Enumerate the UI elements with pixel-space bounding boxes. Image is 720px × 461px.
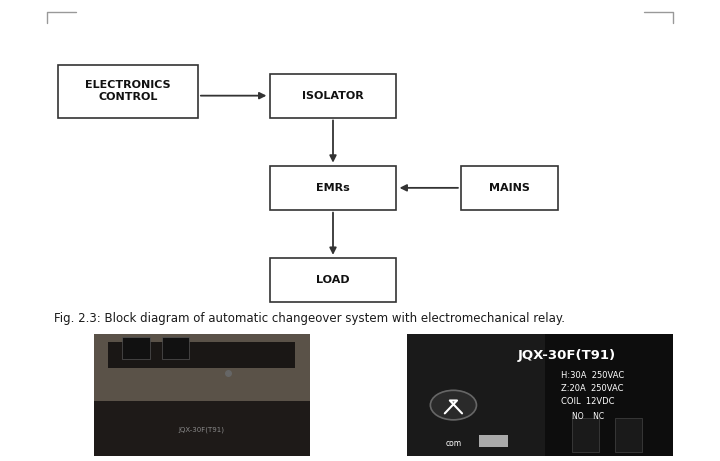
- FancyBboxPatch shape: [572, 418, 599, 452]
- FancyBboxPatch shape: [407, 334, 673, 456]
- FancyBboxPatch shape: [94, 334, 310, 456]
- FancyBboxPatch shape: [615, 418, 642, 452]
- FancyBboxPatch shape: [108, 342, 295, 368]
- FancyBboxPatch shape: [270, 166, 396, 210]
- FancyBboxPatch shape: [270, 258, 396, 302]
- FancyBboxPatch shape: [122, 337, 150, 359]
- Text: EMRs: EMRs: [316, 183, 350, 193]
- Text: LOAD: LOAD: [316, 275, 350, 285]
- FancyBboxPatch shape: [58, 65, 198, 118]
- Text: ISOLATOR: ISOLATOR: [302, 91, 364, 100]
- Circle shape: [431, 390, 477, 420]
- Text: NO    NC: NO NC: [572, 413, 604, 421]
- FancyBboxPatch shape: [461, 166, 558, 210]
- Text: com: com: [446, 439, 462, 448]
- Text: ELECTRONICS
CONTROL: ELECTRONICS CONTROL: [85, 80, 171, 102]
- Text: JQX-30F(T91): JQX-30F(T91): [179, 426, 225, 433]
- FancyBboxPatch shape: [407, 334, 545, 456]
- Text: H:30A  250VAC
Z:20A  250VAC
COIL  12VDC: H:30A 250VAC Z:20A 250VAC COIL 12VDC: [562, 371, 624, 406]
- FancyBboxPatch shape: [162, 337, 189, 359]
- FancyBboxPatch shape: [94, 402, 310, 456]
- FancyBboxPatch shape: [479, 435, 508, 447]
- Text: Fig. 2.3: Block diagram of automatic changeover system with electromechanical re: Fig. 2.3: Block diagram of automatic cha…: [54, 312, 565, 325]
- FancyBboxPatch shape: [270, 74, 396, 118]
- Text: MAINS: MAINS: [489, 183, 530, 193]
- Text: JQX-30F(T91): JQX-30F(T91): [518, 349, 616, 362]
